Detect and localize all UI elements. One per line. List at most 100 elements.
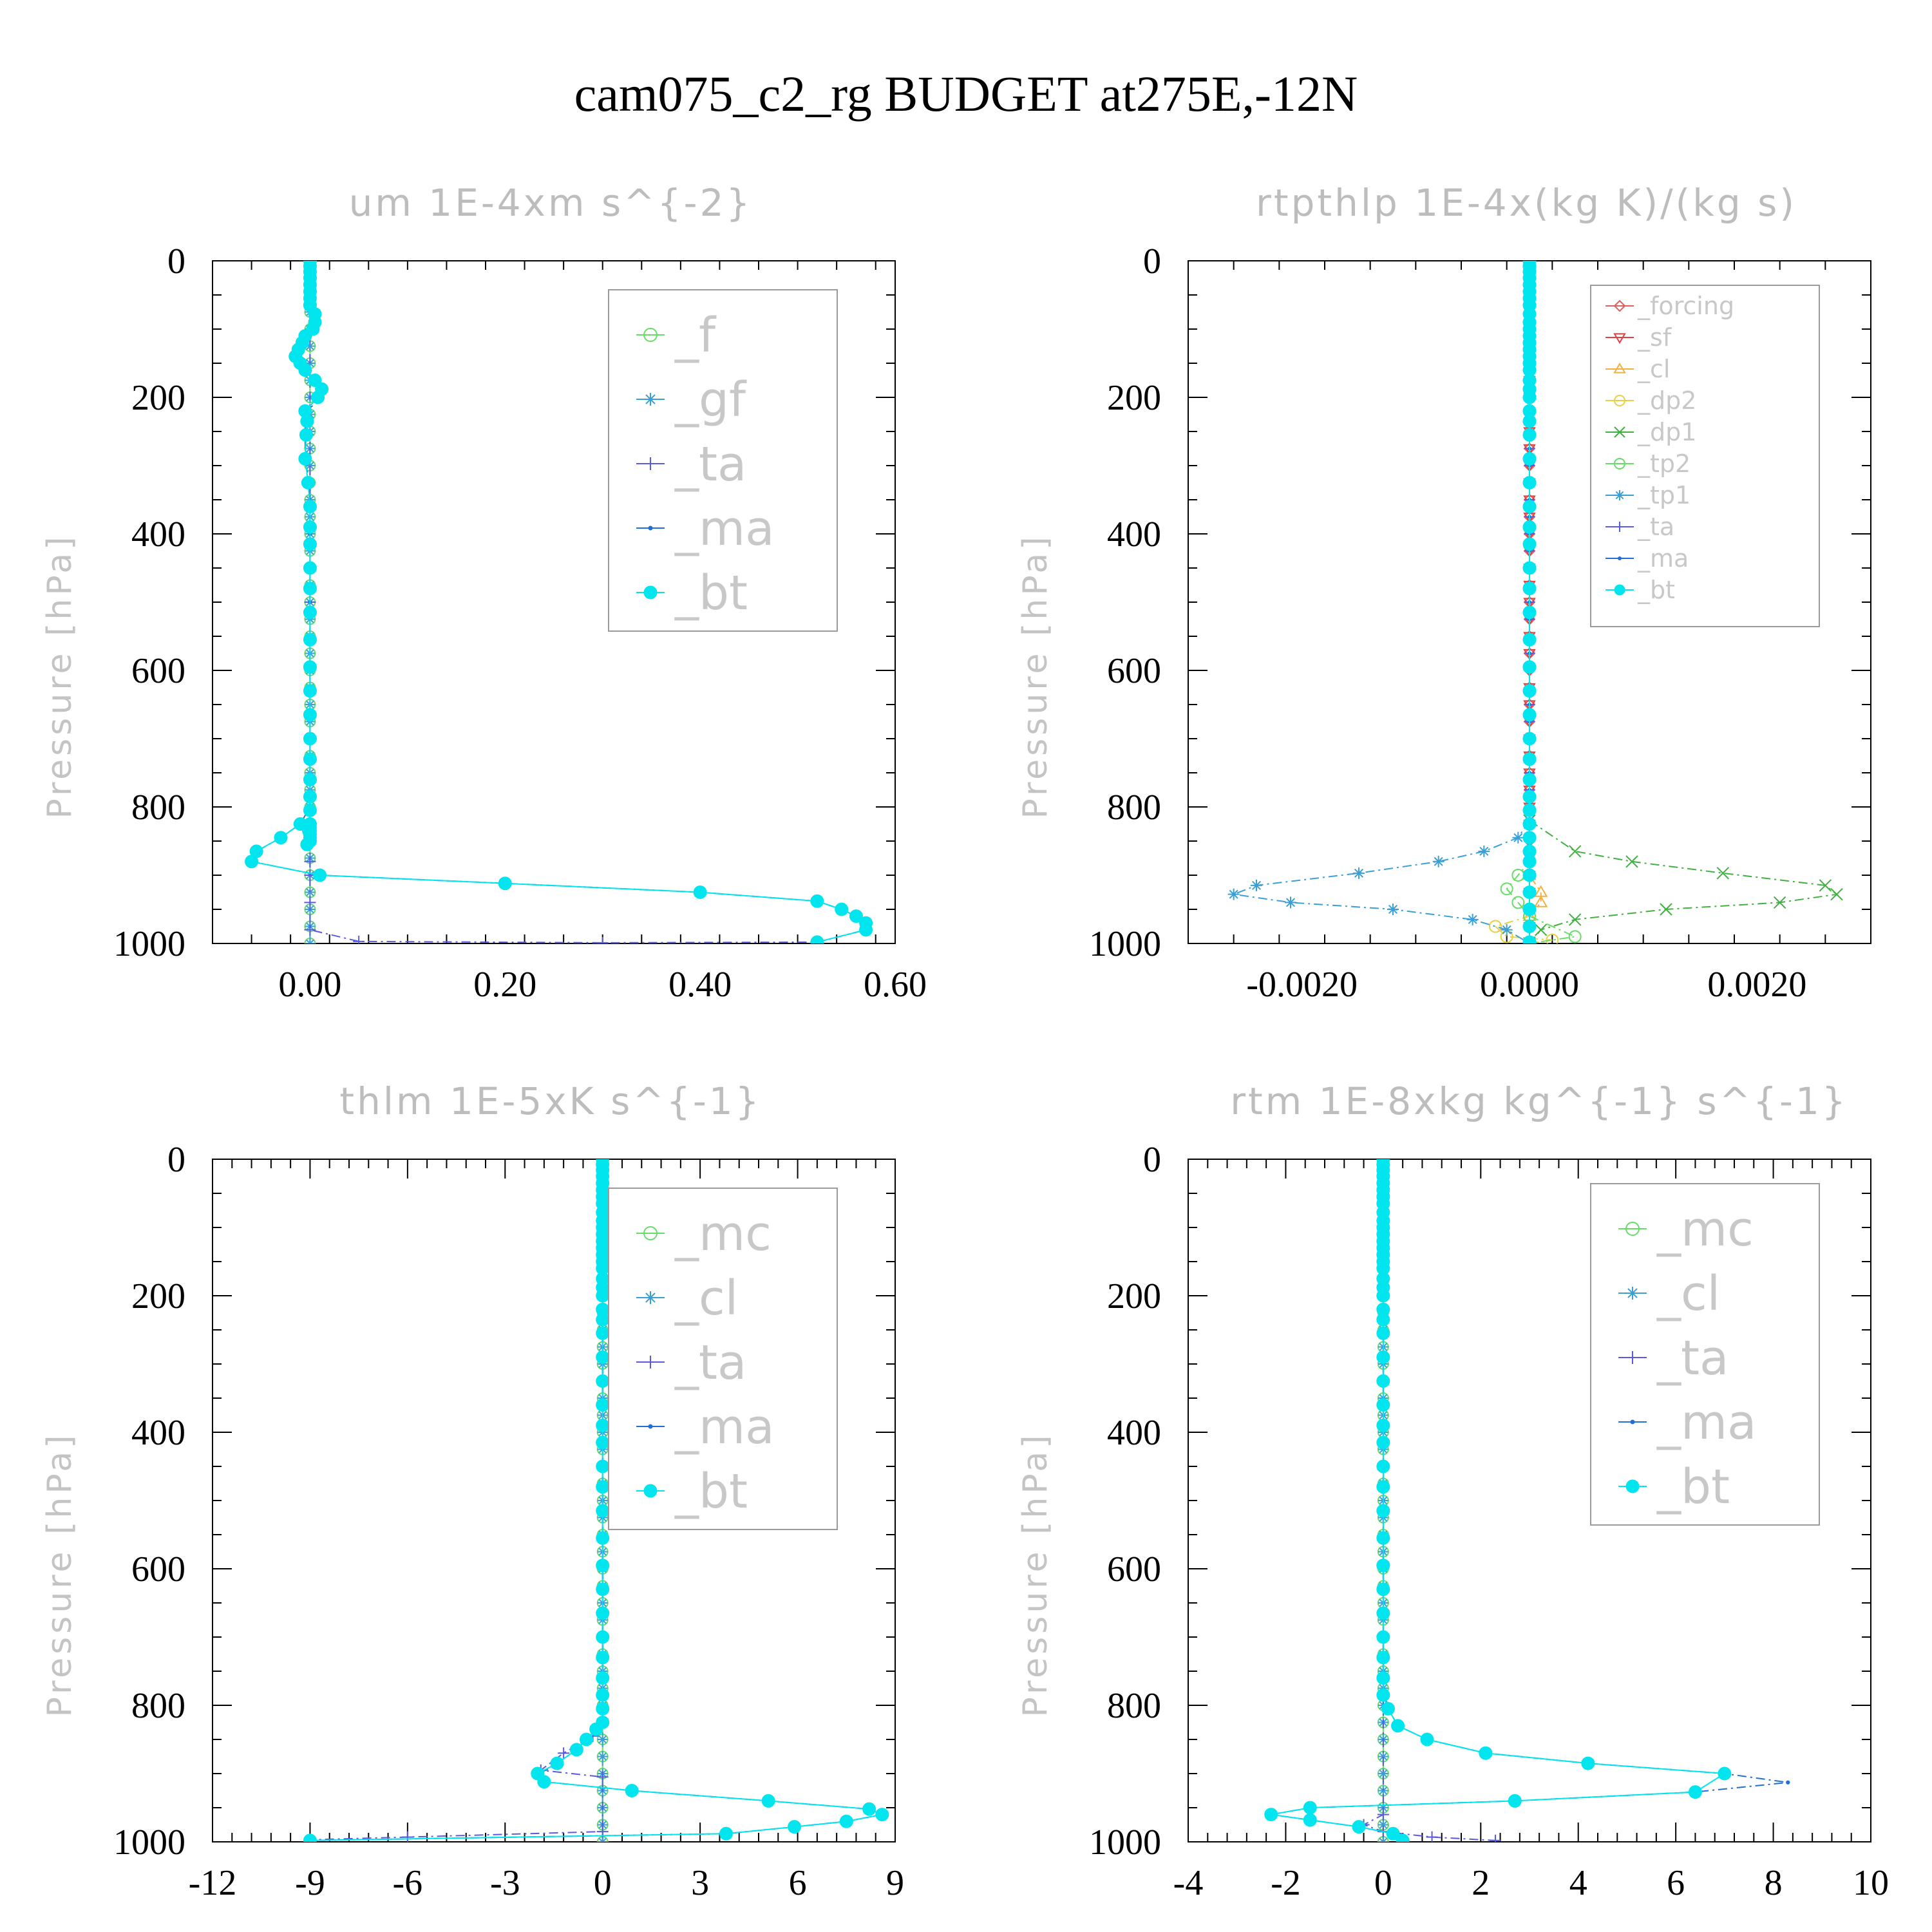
data-point xyxy=(596,1531,610,1545)
data-point xyxy=(1522,920,1537,933)
data-point xyxy=(597,1734,608,1745)
data-point xyxy=(1376,1480,1390,1494)
data-point xyxy=(1522,855,1537,869)
data-point xyxy=(303,660,317,674)
data-point xyxy=(1522,803,1537,817)
data-point xyxy=(1420,1732,1434,1747)
legend: _forcing _sf _cl _dp2 _dp1 _tp2 _tp1 _ta _ma _bt xyxy=(1590,285,1820,627)
legend-entry: _tp1 xyxy=(1605,481,1690,509)
data-point xyxy=(1378,1785,1388,1796)
legend-marker xyxy=(648,1424,653,1429)
x-tick-label: 8 xyxy=(1765,1863,1783,1903)
data-point xyxy=(1303,1801,1317,1815)
data-point xyxy=(1522,451,1537,466)
legend-label: _ma xyxy=(1637,544,1689,573)
data-point xyxy=(1376,1350,1390,1364)
data-point xyxy=(596,1374,610,1388)
data-point xyxy=(1391,1719,1405,1733)
legend-marker xyxy=(644,1291,657,1304)
data-point xyxy=(849,909,863,923)
data-point xyxy=(1533,895,1548,907)
axis-ticks xyxy=(1188,260,1871,944)
data-point xyxy=(1387,904,1399,915)
data-point xyxy=(353,935,365,943)
data-point xyxy=(1522,790,1537,804)
y-tick-label: 800 xyxy=(1107,788,1161,828)
data-point xyxy=(862,1802,876,1816)
data-point xyxy=(1251,879,1262,891)
legend-label: _ta xyxy=(1637,513,1674,541)
data-point xyxy=(1376,1671,1390,1685)
data-point xyxy=(596,1398,610,1412)
data-point xyxy=(1522,632,1537,647)
data-point xyxy=(596,1459,610,1473)
y-tick-label: 1000 xyxy=(113,1823,185,1862)
data-point xyxy=(596,1418,610,1432)
data-point xyxy=(304,855,316,867)
data-point xyxy=(1489,920,1502,933)
y-tick-label: 200 xyxy=(1107,1276,1161,1316)
legend: _mc _cl _ta _ma _bt xyxy=(1590,1183,1820,1526)
data-point xyxy=(1353,867,1365,879)
data-point xyxy=(1376,1435,1390,1450)
data-point xyxy=(305,887,316,898)
x-tick-label: -0.0020 xyxy=(1246,965,1358,1005)
data-point xyxy=(1522,520,1537,534)
data-point xyxy=(1376,1459,1390,1473)
data-point xyxy=(1568,913,1582,926)
data-point xyxy=(596,1771,609,1783)
x-tick-label: 0 xyxy=(594,1863,612,1903)
data-point xyxy=(537,1775,551,1789)
legend-entry: _cl xyxy=(636,1271,738,1326)
plot-area xyxy=(1264,1159,1790,1842)
legend-label: _dp2 xyxy=(1637,386,1696,415)
data-point xyxy=(1522,831,1537,845)
series-bt xyxy=(303,1159,889,1842)
data-point xyxy=(1376,1558,1390,1573)
data-point xyxy=(1522,537,1537,551)
series-bt xyxy=(1522,261,1537,943)
legend-entry: _cl xyxy=(1618,1266,1720,1321)
data-point xyxy=(311,390,325,404)
legend-box xyxy=(608,1188,838,1530)
y-tick-label: 800 xyxy=(131,1686,185,1726)
axis-ticks xyxy=(212,260,895,944)
y-tick-label: 600 xyxy=(1107,651,1161,691)
x-tick-label: -2 xyxy=(1271,1863,1301,1903)
legend-label: _tp1 xyxy=(1637,481,1690,509)
data-point xyxy=(303,537,317,551)
data-point xyxy=(1512,831,1524,844)
y-tick-label: 1000 xyxy=(1089,1823,1161,1862)
data-point xyxy=(1432,855,1444,867)
legend-marker xyxy=(1614,426,1625,438)
y-tick-label: 400 xyxy=(1107,515,1161,554)
legend-entry: _gf xyxy=(636,372,747,428)
data-point xyxy=(1376,1312,1390,1327)
legend-label: _ma xyxy=(1656,1395,1756,1450)
legend-entry: _ma xyxy=(636,501,774,556)
legend-label: _f xyxy=(674,308,717,363)
data-point xyxy=(303,1833,317,1842)
y-axis-label: Pressure [hPa] xyxy=(41,534,79,819)
legend-marker xyxy=(644,457,657,470)
legend-marker xyxy=(1615,490,1625,500)
axis-ticks xyxy=(1188,1159,1871,1842)
data-point xyxy=(1490,1834,1501,1842)
data-point xyxy=(305,341,316,352)
legend-entry: _mc xyxy=(636,1206,772,1262)
legend-label: _bt xyxy=(1637,576,1675,604)
data-point xyxy=(1522,500,1537,514)
legend-marker xyxy=(1614,395,1625,406)
x-tick-label: 0.40 xyxy=(668,965,732,1005)
plot-area xyxy=(303,1159,889,1842)
y-axis-label: Pressure [hPa] xyxy=(1016,534,1055,819)
legend-label: _tp2 xyxy=(1637,450,1690,478)
legend-label: _ta xyxy=(674,437,746,492)
data-point xyxy=(596,1558,610,1573)
x-tick-label: -3 xyxy=(490,1863,520,1903)
legend-box xyxy=(1590,285,1820,627)
y-tick-label: 0 xyxy=(1143,242,1161,281)
legend-marker xyxy=(644,393,657,406)
data-point xyxy=(1376,1630,1390,1644)
y-tick-label: 600 xyxy=(131,1549,185,1589)
